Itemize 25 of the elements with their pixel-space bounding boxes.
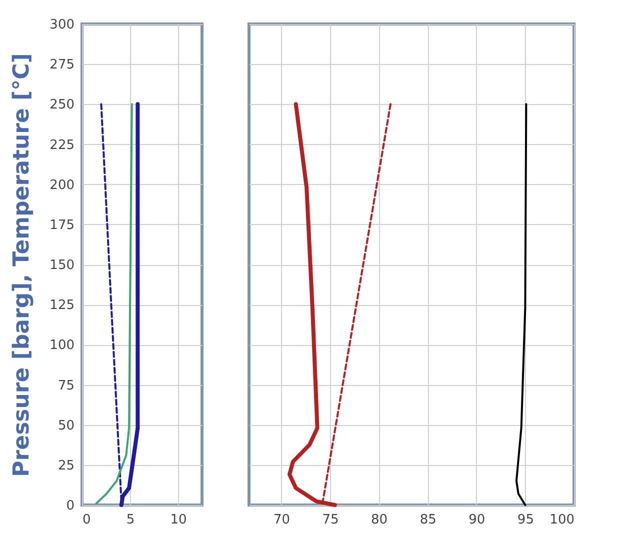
y-tick-label: 0	[66, 498, 74, 514]
y-tick-label: 300	[50, 18, 74, 32]
x-tick-label: 5	[126, 512, 135, 528]
y-tick-label: 275	[50, 58, 74, 73]
x-tick-label: 80	[371, 512, 388, 528]
y-tick-label: 100	[50, 338, 74, 354]
x-tick-label: 10	[170, 512, 187, 528]
y-tick-label: 200	[50, 178, 74, 193]
y-axis-title: Pressure [barg], Temperature [°C]	[10, 53, 35, 477]
y-tick-label: 125	[50, 298, 74, 314]
x-tick-label: 95	[517, 512, 534, 528]
y-tick-label: 175	[50, 218, 74, 233]
y-tick-label: 50	[58, 418, 74, 434]
x-tick-label: 75	[322, 512, 339, 528]
line-series	[95, 103, 133, 504]
x-tick-label: 85	[420, 512, 436, 528]
x-tick-label: 0	[82, 512, 91, 528]
x-tick-label: 70	[273, 512, 290, 528]
y-tick-label: 250	[50, 98, 74, 113]
y-tick-label: 150	[50, 258, 74, 273]
y-tick-label: 225	[50, 138, 74, 153]
y-tick-label: 75	[58, 378, 74, 394]
x-tick-label: 100	[550, 512, 574, 528]
x-tick-label: 90	[468, 512, 486, 528]
y-tick-label: 25	[58, 458, 74, 474]
